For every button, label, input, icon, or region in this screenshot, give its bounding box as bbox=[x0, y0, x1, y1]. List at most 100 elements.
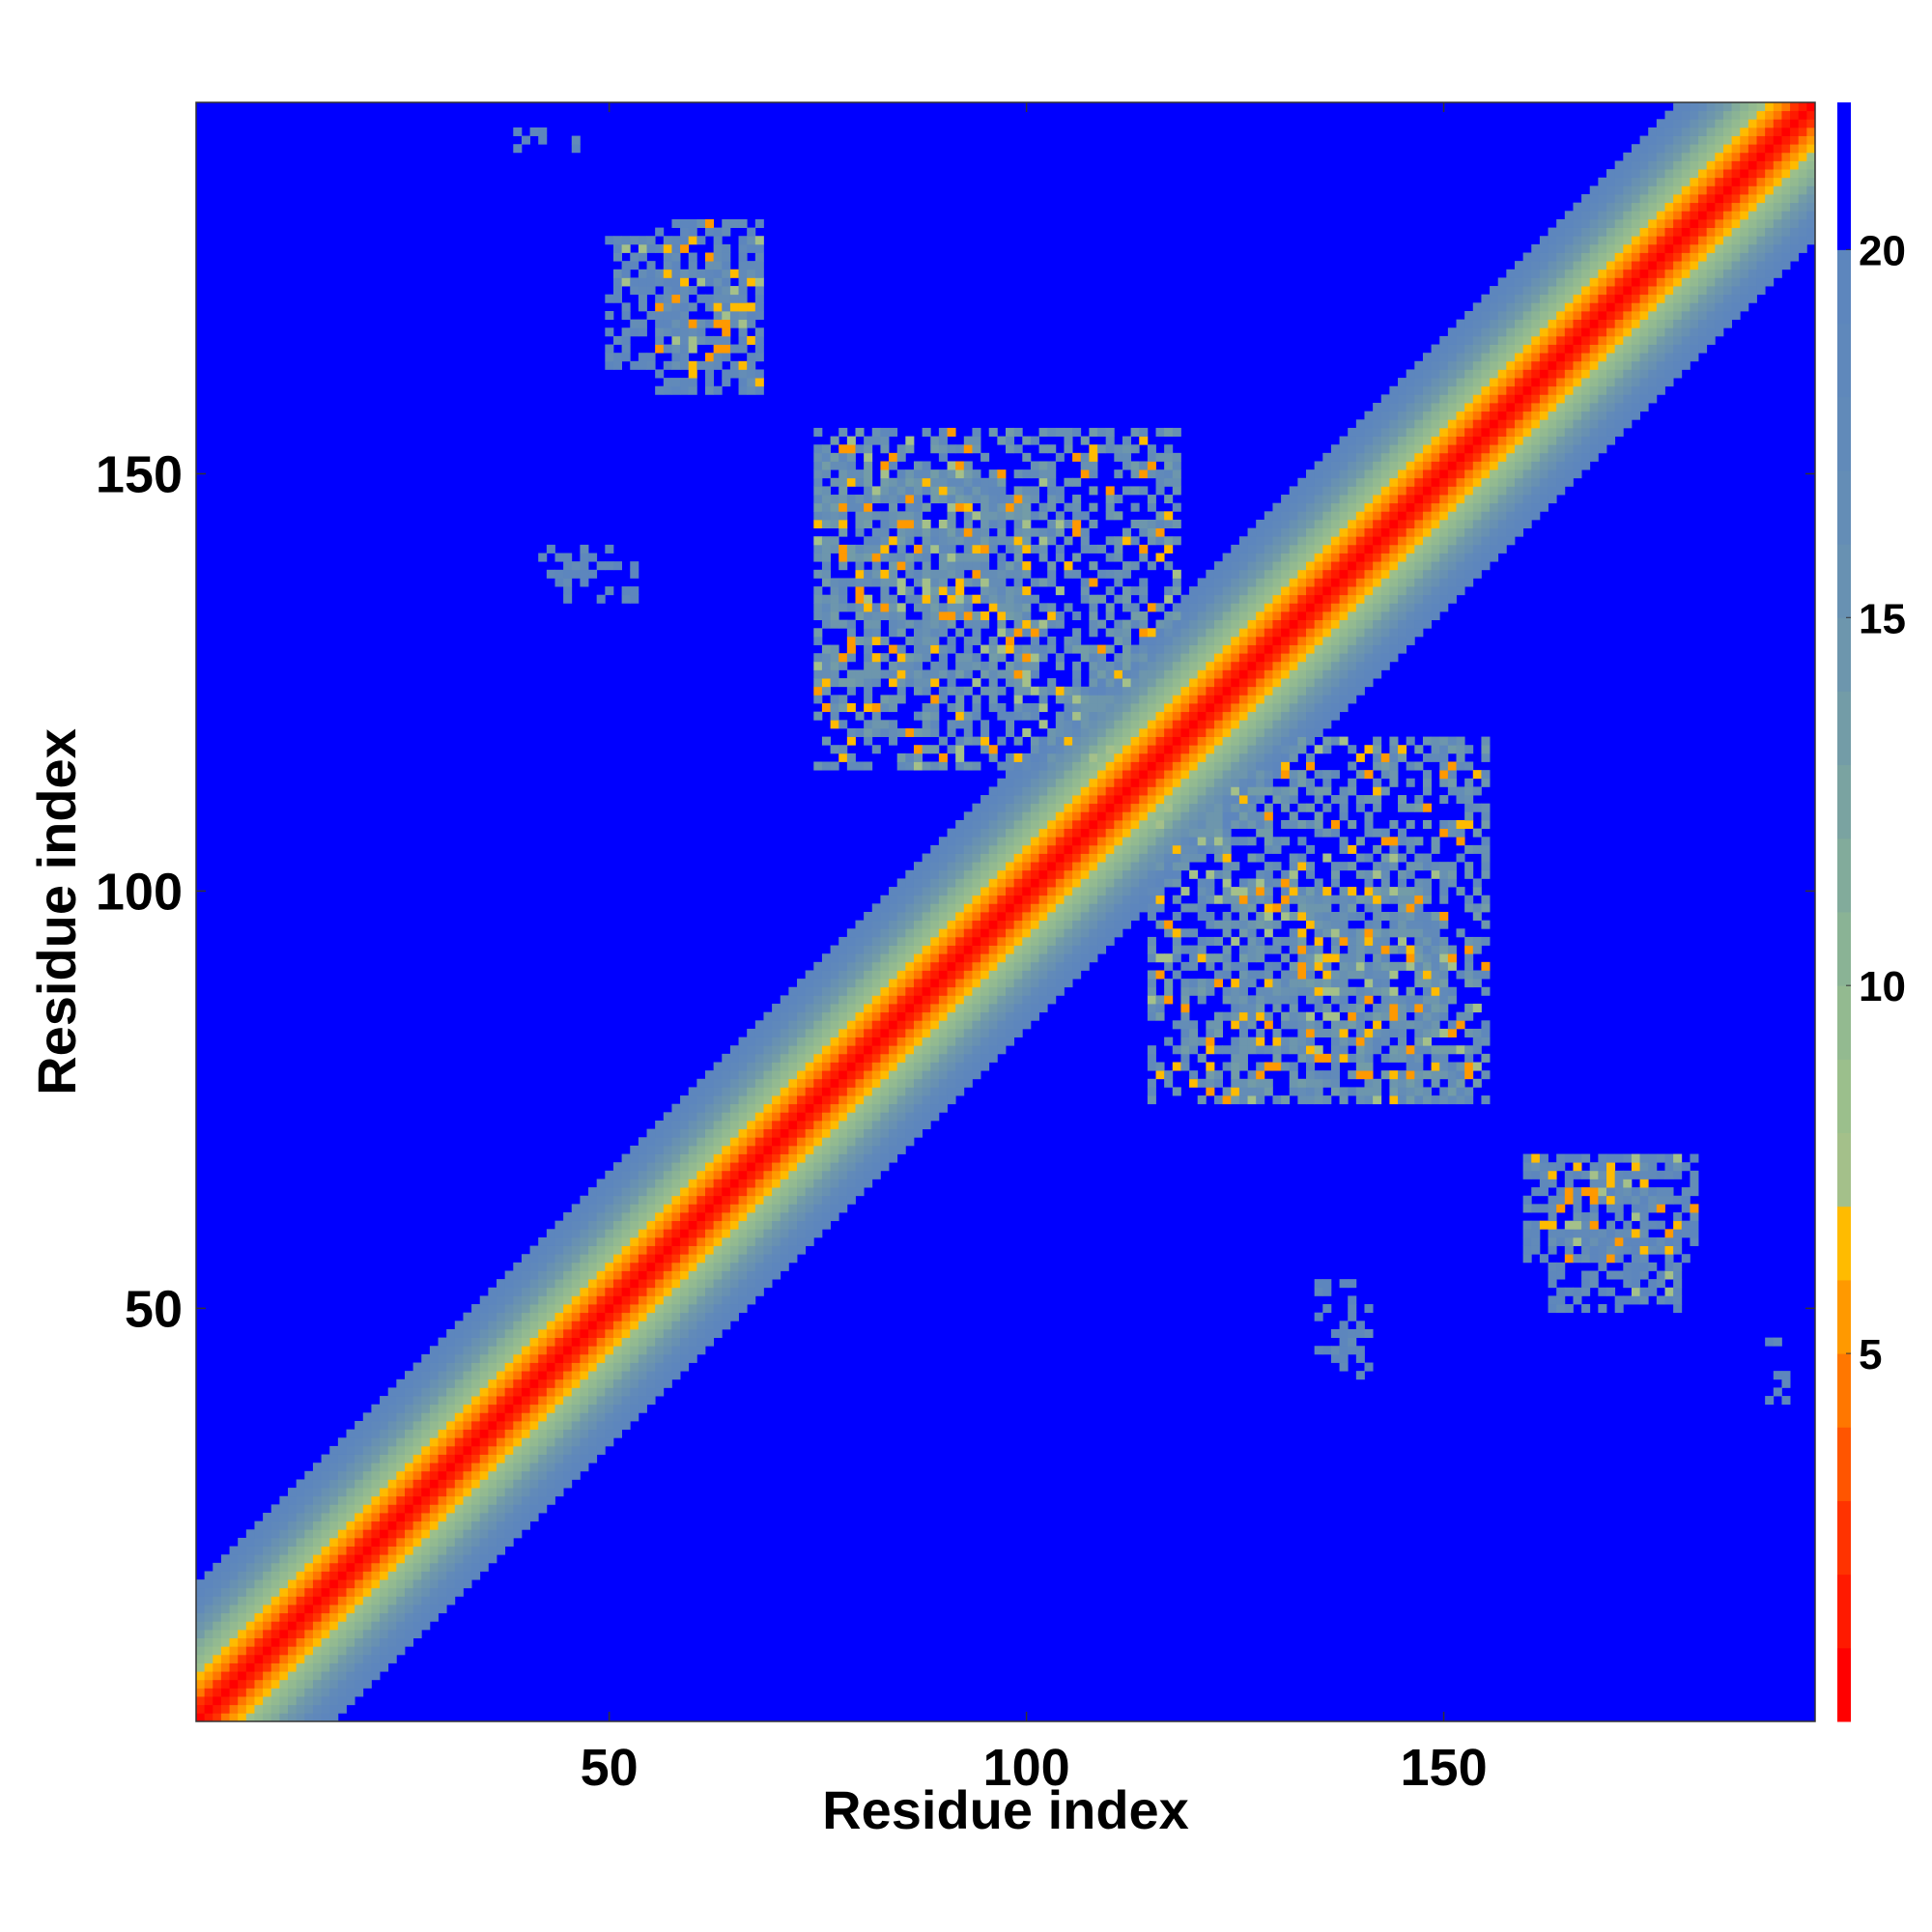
heatmap-cell bbox=[797, 1062, 807, 1071]
heatmap-cell bbox=[655, 227, 665, 237]
heatmap-cell bbox=[371, 1513, 381, 1522]
heatmap-cell bbox=[889, 1128, 898, 1138]
heatmap-cell bbox=[871, 986, 881, 996]
heatmap-cell bbox=[738, 1229, 748, 1238]
heatmap-cell bbox=[1006, 502, 1015, 512]
heatmap-cell bbox=[355, 1579, 364, 1589]
heatmap-cell bbox=[889, 895, 898, 904]
heatmap-cell bbox=[913, 1120, 923, 1130]
heatmap-cell bbox=[1089, 828, 1098, 838]
heatmap-cell bbox=[880, 920, 890, 929]
heatmap-cell bbox=[688, 385, 697, 395]
heatmap-cell bbox=[1030, 778, 1039, 787]
heatmap-cell bbox=[245, 1605, 255, 1614]
heatmap-cell bbox=[688, 1287, 697, 1296]
heatmap-cell bbox=[922, 761, 931, 771]
heatmap-cell bbox=[387, 1437, 397, 1447]
heatmap-cell bbox=[270, 1587, 280, 1597]
heatmap-cell bbox=[238, 1562, 247, 1572]
heatmap-cell bbox=[1030, 819, 1039, 830]
heatmap-cell bbox=[1006, 961, 1015, 971]
heatmap-cell bbox=[1030, 920, 1039, 929]
heatmap-cell bbox=[772, 1262, 781, 1271]
heatmap-cell bbox=[1122, 561, 1131, 571]
heatmap-cell bbox=[997, 502, 1007, 512]
heatmap-cell bbox=[412, 1520, 422, 1530]
heatmap-cell bbox=[329, 1495, 339, 1505]
heatmap-cell bbox=[304, 1688, 314, 1697]
heatmap-cell bbox=[596, 1304, 606, 1314]
heatmap-cell bbox=[680, 1195, 690, 1205]
heatmap-cell bbox=[362, 1562, 372, 1572]
heatmap-cell bbox=[538, 1304, 548, 1314]
heatmap-cell bbox=[1122, 903, 1131, 913]
heatmap-cell bbox=[1006, 628, 1015, 638]
heatmap-cell bbox=[1097, 828, 1107, 838]
heatmap-cell bbox=[1147, 887, 1156, 896]
heatmap-cell bbox=[913, 1045, 923, 1055]
heatmap-cell bbox=[1064, 945, 1073, 954]
heatmap-cell bbox=[529, 1295, 539, 1305]
heatmap-cell bbox=[270, 1629, 280, 1639]
heatmap-cell bbox=[380, 1596, 389, 1605]
heatmap-cell bbox=[371, 1554, 381, 1564]
heatmap-cell bbox=[279, 1554, 289, 1564]
heatmap-cell bbox=[938, 979, 948, 988]
heatmap-cell bbox=[889, 970, 898, 980]
heatmap-cell bbox=[454, 1488, 464, 1497]
heatmap-cell bbox=[713, 1112, 723, 1122]
heatmap-cell bbox=[896, 695, 906, 704]
heatmap-cell bbox=[655, 1128, 665, 1138]
heatmap-cell bbox=[788, 1229, 798, 1238]
heatmap-cell bbox=[571, 1204, 581, 1213]
heatmap-cell bbox=[463, 1495, 472, 1505]
heatmap-cell bbox=[1072, 786, 1082, 796]
heatmap-cell bbox=[404, 1470, 414, 1480]
heatmap-cell bbox=[1105, 436, 1115, 445]
heatmap-cell bbox=[880, 469, 890, 479]
heatmap-cell bbox=[1105, 486, 1115, 496]
heatmap-cell bbox=[254, 1579, 264, 1589]
heatmap-cell bbox=[312, 1629, 322, 1639]
heatmap-cell bbox=[889, 912, 898, 922]
heatmap-cell bbox=[387, 1529, 397, 1539]
heatmap-cell bbox=[529, 127, 539, 136]
heatmap-cell bbox=[638, 1179, 647, 1188]
heatmap-cell bbox=[429, 1612, 439, 1622]
heatmap-cell bbox=[671, 344, 681, 354]
heatmap-cell bbox=[1013, 811, 1023, 821]
heatmap-cell bbox=[1114, 578, 1123, 587]
heatmap-cell bbox=[722, 1229, 731, 1238]
heatmap-cell bbox=[1006, 594, 1015, 604]
heatmap-cell bbox=[963, 878, 973, 888]
heatmap-cell bbox=[754, 344, 764, 354]
heatmap-cell bbox=[1013, 544, 1023, 554]
heatmap-cell bbox=[838, 561, 848, 571]
heatmap-cell bbox=[220, 1688, 230, 1697]
heatmap-cell bbox=[972, 495, 981, 504]
heatmap-cell bbox=[213, 1679, 222, 1689]
heatmap-cell bbox=[580, 1362, 589, 1372]
heatmap-cell bbox=[596, 1404, 606, 1413]
heatmap-cell bbox=[830, 1053, 839, 1063]
heatmap-cell bbox=[905, 1095, 915, 1105]
heatmap-cell bbox=[713, 1262, 723, 1271]
heatmap-cell bbox=[821, 686, 831, 696]
heatmap-cell bbox=[1047, 444, 1057, 454]
heatmap-cell bbox=[871, 1004, 881, 1013]
heatmap-cell bbox=[621, 1387, 631, 1397]
heatmap-cell bbox=[1097, 619, 1107, 629]
heatmap-cell bbox=[371, 1612, 381, 1622]
heatmap-cell bbox=[529, 1504, 539, 1514]
heatmap-cell bbox=[688, 218, 697, 228]
heatmap-cell bbox=[304, 1696, 314, 1706]
heatmap-cell bbox=[1147, 986, 1156, 996]
heatmap-cell bbox=[704, 269, 715, 278]
heatmap-cell bbox=[997, 1020, 1007, 1030]
heatmap-cell bbox=[321, 1495, 330, 1505]
heatmap-cell bbox=[871, 1037, 881, 1046]
heatmap-cell bbox=[429, 1353, 439, 1363]
heatmap-cell bbox=[738, 277, 748, 287]
heatmap-cell bbox=[571, 1378, 581, 1388]
heatmap-cell bbox=[988, 837, 998, 846]
